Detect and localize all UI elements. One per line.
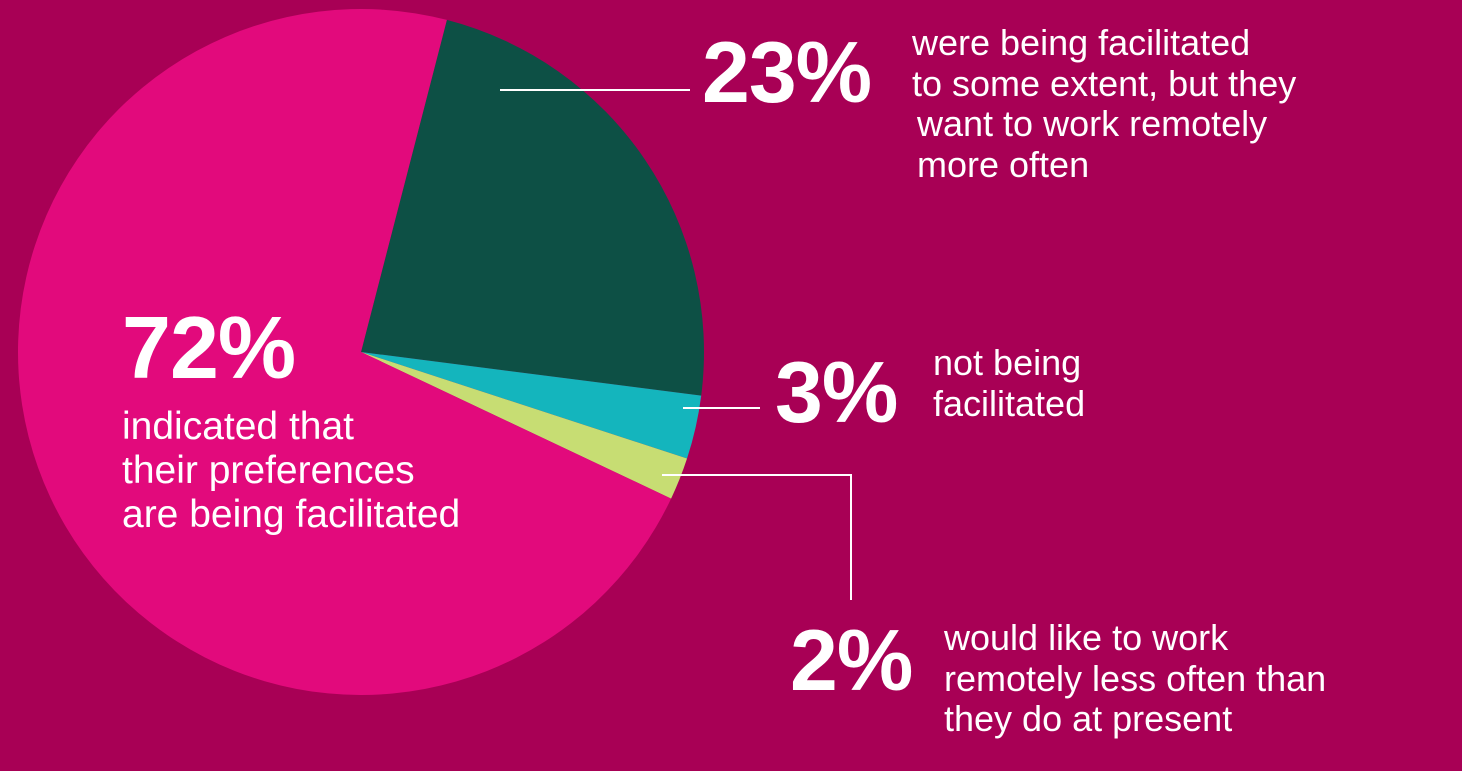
description-line: their preferences — [122, 449, 415, 493]
slice-description-72: indicated that their preferences are bei… — [122, 405, 460, 537]
slice-label-23: 23% — [702, 25, 872, 121]
description-line: more often — [917, 144, 1090, 186]
description-line: facilitated — [933, 382, 1086, 424]
slice-label-72: 72% — [122, 298, 296, 397]
description-line: were being facilitated — [912, 22, 1251, 63]
pie-slice-2 — [361, 352, 688, 499]
description-line: want to work remotely — [917, 103, 1268, 145]
slice-description-3: not being facilitated — [933, 342, 1086, 424]
pie-slice-72 — [17, 9, 672, 696]
description-line: not being — [933, 342, 1082, 383]
description-line: indicated that — [122, 405, 355, 448]
description-line: are being facilitated — [122, 493, 461, 537]
slice-label-3: 3% — [775, 345, 898, 441]
slice-label-2: 2% — [790, 613, 913, 709]
description-line: remotely less often than — [944, 657, 1327, 699]
slice-description-23: were being facilitated to some extent, b… — [912, 22, 1297, 186]
description-line: they do at present — [944, 698, 1233, 740]
description-line: would like to work — [944, 617, 1229, 658]
description-line: to some extent, but they — [912, 62, 1297, 104]
pie-slice-3 — [361, 352, 702, 459]
leader-line-2 — [662, 474, 852, 600]
slice-description-2: would like to work remotely less often t… — [944, 617, 1327, 740]
pie-slice-23 — [361, 19, 704, 396]
